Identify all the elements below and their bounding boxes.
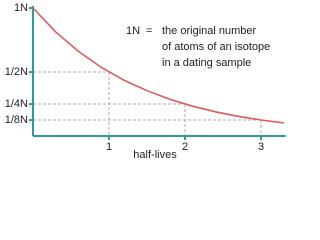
annotation-equals: = <box>146 25 152 37</box>
x-tick-label: 3 <box>258 141 264 153</box>
chart: half-lives 1N = the original number of a… <box>5 2 286 161</box>
y-tick-label: 1/4N <box>5 98 28 110</box>
annotation-line: of atoms of an isotope <box>162 41 270 53</box>
x-tick-label: 2 <box>182 141 188 153</box>
annotation-term: 1N <box>126 25 140 37</box>
y-tick-label: 1/8N <box>5 114 28 126</box>
y-tick-label: 1N <box>14 2 28 14</box>
x-tick-label: 1 <box>106 141 112 153</box>
x-axis-label: half-lives <box>133 149 177 161</box>
decay-curve <box>32 7 284 124</box>
page: {"chart_data": {"type": "line", "x_label… <box>4 1 286 161</box>
annotation-line: in a dating sample <box>162 57 251 69</box>
annotation-line: the original number <box>162 25 257 37</box>
y-tick-label: 1/2N <box>5 66 28 78</box>
